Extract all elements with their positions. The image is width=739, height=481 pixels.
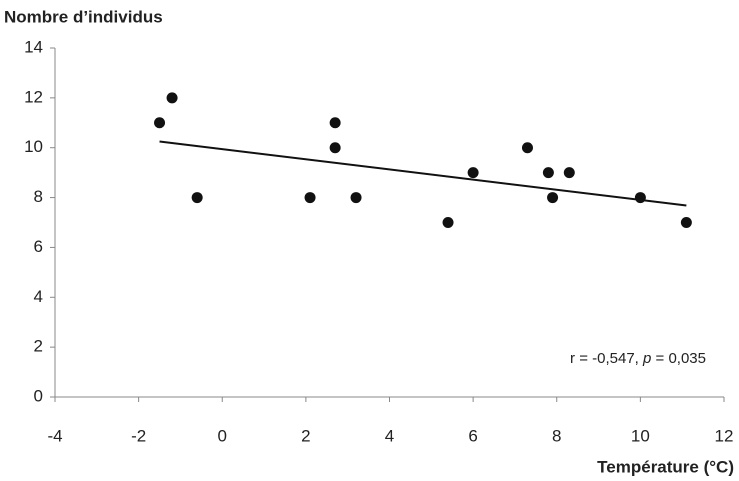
y-tick-label: 8 [34, 187, 43, 206]
point [350, 192, 362, 204]
point [634, 192, 646, 204]
y-tick-label: 2 [34, 337, 43, 356]
point [329, 142, 341, 154]
annotation-part: r = -0,547, [570, 350, 643, 367]
point [191, 192, 203, 204]
annotation-part: p [642, 350, 651, 367]
point [329, 117, 341, 129]
annotation-part: = 0,035 [651, 350, 706, 367]
x-tick-label: 6 [468, 426, 477, 445]
x-tick-label: 10 [631, 426, 650, 445]
point [547, 192, 559, 204]
annotation: r = -0,547, p = 0,035 [570, 350, 706, 367]
point [166, 92, 178, 104]
x-tick-label: -4 [47, 426, 62, 445]
point [154, 117, 166, 129]
point [542, 167, 554, 179]
x-axis-title: Température (°C) [597, 457, 734, 476]
x-tick-label: -2 [131, 426, 146, 445]
x-tick-label: 2 [301, 426, 310, 445]
y-tick-label: 0 [34, 386, 43, 405]
x-tick-label: 4 [385, 426, 394, 445]
x-tick-label: 12 [715, 426, 734, 445]
y-tick-label: 14 [24, 37, 43, 56]
point [467, 167, 479, 179]
point [442, 217, 454, 228]
y-tick-label: 6 [34, 237, 43, 256]
y-tick-label: 12 [24, 87, 43, 106]
point [563, 167, 575, 179]
x-tick-label: 0 [218, 426, 227, 445]
point [304, 192, 316, 204]
point [521, 142, 533, 154]
y-tick-label: 4 [34, 287, 43, 306]
y-tick-label: 10 [24, 137, 43, 156]
x-tick-label: 8 [552, 426, 561, 445]
trend-line [159, 140, 687, 207]
y-axis-title: Nombre d’individus [4, 7, 163, 26]
point [680, 217, 692, 228]
